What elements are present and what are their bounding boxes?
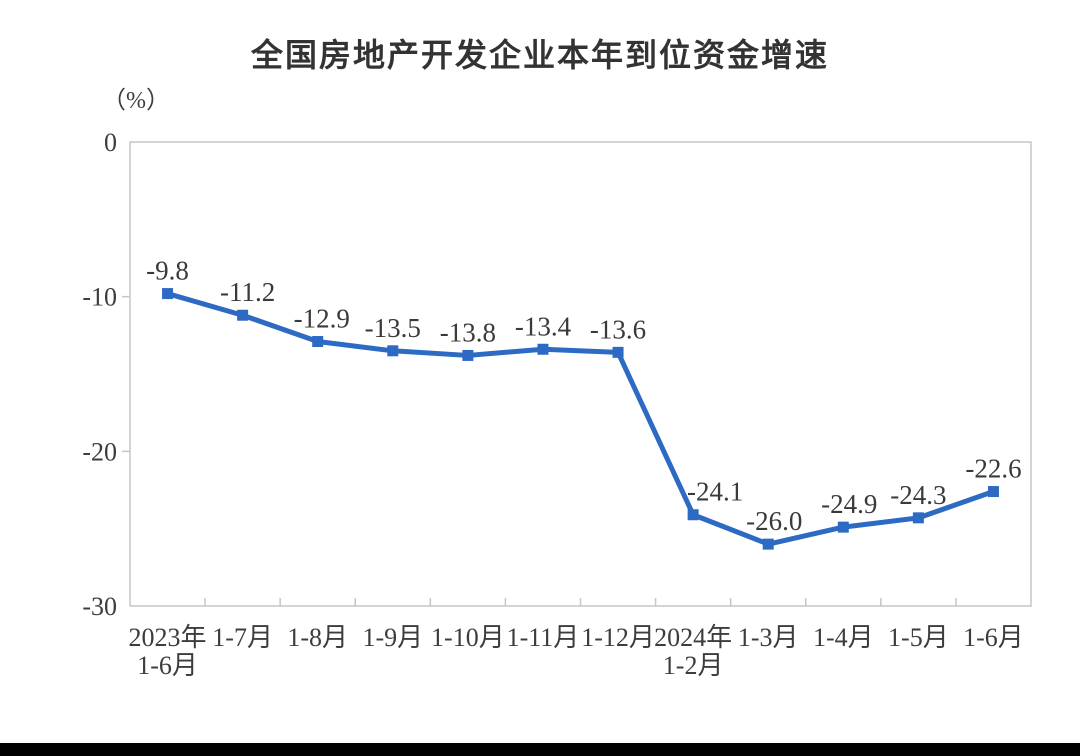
x-axis-label: 2024年 1-2月 (654, 623, 732, 680)
x-axis-label: 1-8月 (287, 623, 348, 652)
x-axis-label-line: 2023年 (129, 623, 207, 652)
x-axis-label: 1-9月 (362, 623, 423, 652)
data-point-label: -26.0 (746, 506, 802, 536)
x-axis-label: 1-5月 (888, 623, 949, 652)
data-point-label: -22.6 (965, 454, 1021, 484)
x-axis-label-line: 1-12月 (581, 623, 655, 652)
x-axis-label-line: 1-9月 (362, 623, 423, 652)
data-point-marker (387, 345, 399, 357)
x-axis-label-line: 1-10月 (431, 623, 505, 652)
data-point-label: -13.6 (590, 314, 646, 344)
y-axis-tick-label: 0 (104, 128, 117, 157)
data-point-label: -24.9 (821, 489, 877, 519)
data-point-label: -13.4 (515, 311, 572, 341)
x-axis-label-line: 1-3月 (738, 623, 799, 652)
x-axis-label: 1-3月 (738, 623, 799, 652)
x-axis-label: 1-10月 (431, 623, 505, 652)
y-axis-unit-label: （%） (102, 88, 170, 114)
x-axis-label-line: 1-5月 (888, 623, 949, 652)
data-point-label: -24.3 (890, 480, 946, 510)
data-point-label: -11.2 (220, 277, 275, 307)
data-point-label: -12.9 (294, 304, 350, 334)
data-point-marker (312, 336, 324, 348)
data-point-marker (987, 486, 999, 498)
x-axis-label-line: 1-6月 (963, 623, 1024, 652)
x-axis-label-line: 1-6月 (137, 651, 198, 680)
data-point-marker (837, 521, 849, 533)
data-point-marker (762, 538, 774, 550)
data-point-marker (687, 509, 699, 521)
data-point-marker (237, 309, 249, 321)
data-point-label: -13.8 (440, 317, 496, 347)
x-axis-label: 1-12月 (581, 623, 655, 652)
y-axis-tick-label: -30 (82, 592, 117, 621)
data-line (165, 291, 996, 547)
x-axis-label-line: 1-8月 (287, 623, 348, 652)
x-axis-label-line: 1-7月 (212, 623, 273, 652)
x-axis-label: 1-6月 (963, 623, 1024, 652)
y-axis-tick-label: -20 (82, 437, 117, 466)
data-point-label: -9.8 (146, 256, 189, 286)
plot-border (129, 141, 1032, 607)
x-axis-label-line: 1-2月 (663, 651, 724, 680)
data-point-marker (612, 346, 624, 358)
x-axis-label-line: 1-11月 (507, 623, 580, 652)
y-axis-tick-label: -10 (82, 283, 117, 312)
data-point-marker (162, 288, 174, 300)
x-axis-label-line: 2024年 (654, 623, 732, 652)
data-point-label: -13.5 (365, 313, 421, 343)
bottom-divider-bar (0, 743, 1080, 756)
x-axis-label-line: 1-4月 (813, 623, 874, 652)
data-point-marker (462, 349, 474, 361)
x-axis-label: 1-7月 (212, 623, 273, 652)
x-axis-label: 1-11月 (507, 623, 580, 652)
x-axis-label: 2023年 1-6月 (129, 623, 207, 680)
data-point-label: -24.1 (687, 477, 743, 507)
data-point-marker (537, 343, 549, 355)
chart-title: 全国房地产开发企业本年到位资金增速 (250, 37, 829, 73)
x-axis-label: 1-4月 (813, 623, 874, 652)
data-point-marker (912, 512, 924, 524)
